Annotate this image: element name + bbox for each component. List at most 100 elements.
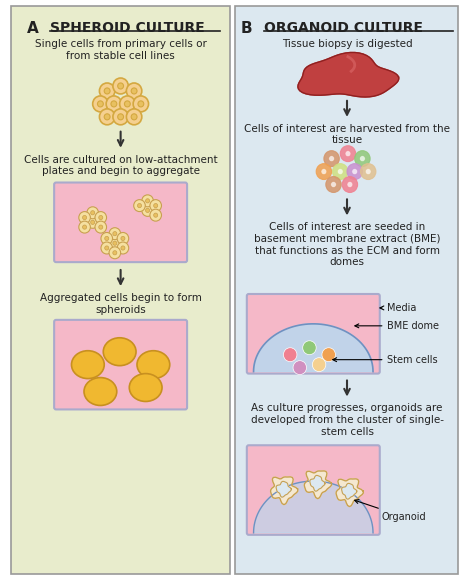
Circle shape <box>347 164 363 179</box>
Text: Media: Media <box>380 303 417 313</box>
Circle shape <box>340 146 356 162</box>
Circle shape <box>131 88 137 94</box>
Text: Cells of interest are seeded in
basement membrane extract (BME)
that functions a: Cells of interest are seeded in basement… <box>254 222 440 267</box>
Circle shape <box>118 114 124 120</box>
Circle shape <box>345 151 351 157</box>
Circle shape <box>331 182 337 187</box>
Polygon shape <box>310 475 325 491</box>
Circle shape <box>328 155 335 162</box>
Circle shape <box>113 251 117 255</box>
Circle shape <box>347 182 353 187</box>
Circle shape <box>342 176 357 193</box>
Circle shape <box>109 228 120 240</box>
Circle shape <box>105 246 109 250</box>
Circle shape <box>117 242 129 254</box>
FancyBboxPatch shape <box>247 294 380 374</box>
Text: Organoid: Organoid <box>355 500 426 522</box>
Circle shape <box>316 164 332 179</box>
Circle shape <box>93 96 108 112</box>
Polygon shape <box>271 477 298 505</box>
Text: Stem cells: Stem cells <box>333 354 438 365</box>
Circle shape <box>137 204 142 208</box>
Circle shape <box>326 176 341 193</box>
Circle shape <box>95 221 107 233</box>
Circle shape <box>142 195 154 207</box>
Circle shape <box>98 101 103 107</box>
Text: B: B <box>241 22 253 36</box>
Bar <box>235 6 458 574</box>
Text: Tissue biopsy is digested: Tissue biopsy is digested <box>282 39 412 49</box>
Polygon shape <box>304 471 331 499</box>
Circle shape <box>79 221 91 233</box>
Circle shape <box>142 204 154 217</box>
Circle shape <box>127 83 142 99</box>
Circle shape <box>100 83 115 99</box>
Circle shape <box>87 217 99 228</box>
Circle shape <box>121 236 125 240</box>
Circle shape <box>293 361 307 375</box>
Circle shape <box>324 151 339 166</box>
Polygon shape <box>254 481 373 533</box>
Circle shape <box>312 358 326 372</box>
Circle shape <box>113 78 128 94</box>
Circle shape <box>113 109 128 125</box>
Ellipse shape <box>103 338 136 365</box>
Circle shape <box>109 237 120 249</box>
Text: BME dome: BME dome <box>355 321 439 331</box>
Circle shape <box>355 151 370 166</box>
Circle shape <box>104 88 110 94</box>
FancyBboxPatch shape <box>247 445 380 535</box>
FancyBboxPatch shape <box>54 183 187 262</box>
Polygon shape <box>336 479 364 506</box>
Bar <box>11 6 230 574</box>
Circle shape <box>361 164 376 179</box>
Text: ORGANOID CULTURE: ORGANOID CULTURE <box>264 22 423 36</box>
Text: Cells of interest are harvested from the
tissue: Cells of interest are harvested from the… <box>244 124 450 146</box>
Text: Aggregated cells begin to form
spheroids: Aggregated cells begin to form spheroids <box>40 293 201 315</box>
Circle shape <box>106 96 121 112</box>
Circle shape <box>125 101 130 107</box>
Circle shape <box>146 198 150 203</box>
Text: A: A <box>27 22 39 36</box>
Polygon shape <box>276 481 292 497</box>
Polygon shape <box>254 324 373 372</box>
Ellipse shape <box>84 378 117 406</box>
Circle shape <box>360 155 365 162</box>
Circle shape <box>117 232 129 244</box>
Circle shape <box>109 247 120 259</box>
Circle shape <box>111 101 117 107</box>
Circle shape <box>150 209 162 221</box>
Circle shape <box>337 169 343 175</box>
Polygon shape <box>298 52 399 97</box>
Text: Cells are cultured on low-attachment
plates and begin to aggregate: Cells are cultured on low-attachment pla… <box>24 155 218 176</box>
Circle shape <box>100 109 115 125</box>
Circle shape <box>99 225 103 229</box>
Circle shape <box>99 215 103 219</box>
Circle shape <box>321 169 327 175</box>
Circle shape <box>87 207 99 219</box>
Circle shape <box>154 204 158 208</box>
Circle shape <box>283 347 297 361</box>
Ellipse shape <box>129 374 162 402</box>
Circle shape <box>322 347 336 361</box>
Circle shape <box>134 200 145 212</box>
Circle shape <box>82 225 87 229</box>
Circle shape <box>133 96 148 112</box>
Circle shape <box>121 246 125 250</box>
Circle shape <box>131 114 137 120</box>
Ellipse shape <box>137 351 170 378</box>
FancyBboxPatch shape <box>54 320 187 409</box>
Circle shape <box>154 213 158 217</box>
Ellipse shape <box>72 351 104 378</box>
Circle shape <box>146 208 150 212</box>
Circle shape <box>101 242 112 254</box>
Circle shape <box>104 114 110 120</box>
Circle shape <box>82 215 87 219</box>
Text: As culture progresses, organoids are
developed from the cluster of single-
stem : As culture progresses, organoids are dev… <box>250 403 444 436</box>
Circle shape <box>127 109 142 125</box>
Circle shape <box>105 236 109 240</box>
Circle shape <box>101 232 112 244</box>
Circle shape <box>91 220 95 225</box>
Circle shape <box>352 169 357 175</box>
Circle shape <box>119 96 135 112</box>
